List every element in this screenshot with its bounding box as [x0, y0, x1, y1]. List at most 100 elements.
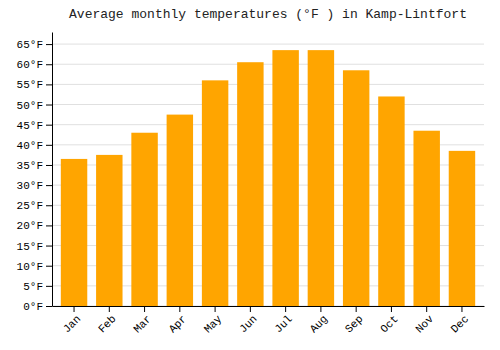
y-tick-mark [46, 246, 52, 247]
y-tick-mark [46, 84, 52, 85]
bar [343, 70, 369, 306]
y-tick: 10°F [17, 261, 52, 273]
x-tick-mark [356, 306, 357, 312]
y-tick: 50°F [17, 100, 52, 112]
x-tick: Aug [308, 306, 330, 335]
y-tick-label: 0°F [23, 301, 43, 313]
bar [272, 50, 298, 306]
x-tick-label: Jun [237, 313, 259, 335]
title: Average monthly temperatures (°F ) in Ka… [69, 7, 467, 22]
x-tick-mark [144, 306, 145, 312]
bar [61, 159, 87, 306]
x-axis: Jan Feb Mar Apr May Jun Jul Aug Sep Oct Nov Dec [53, 306, 485, 335]
y-tick-label: 15°F [17, 241, 43, 253]
x-tick-label: Oct [378, 313, 400, 335]
y-tick: 0°F [23, 301, 52, 313]
x-tick: Feb [96, 306, 118, 335]
y-tick-label: 40°F [17, 140, 43, 152]
x-tick-mark [109, 306, 110, 312]
grid-line [52, 64, 484, 65]
y-tick: 25°F [17, 200, 52, 212]
bar [96, 155, 122, 306]
x-tick-mark [74, 306, 75, 312]
y-tick-label: 20°F [17, 220, 43, 232]
x-tick: Sep [343, 306, 365, 335]
grid-line [52, 44, 484, 45]
x-tick: May [202, 306, 225, 335]
y-tick-label: 5°F [23, 281, 43, 293]
x-tick: Nov [413, 306, 436, 335]
y-tick-label: 60°F [17, 59, 43, 71]
x-tick-label: Sep [343, 313, 365, 335]
grid-line [52, 84, 484, 85]
y-tick-mark [46, 145, 52, 146]
y-axis: 0°F 5°F 10°F 15°F 20°F 25°F 30°F 35°F 40°F 45°F 50… [17, 33, 53, 314]
bar [202, 80, 228, 306]
x-tick-label: Jul [272, 313, 294, 335]
y-tick-mark [46, 225, 52, 226]
y-tick-mark [46, 266, 52, 267]
bar [131, 133, 157, 306]
y-tick-label: 50°F [17, 100, 43, 112]
x-axis-line [53, 306, 485, 307]
y-tick-label: 45°F [17, 120, 43, 132]
x-tick: Mar [131, 306, 153, 335]
bar [167, 115, 193, 306]
y-tick-mark [46, 64, 52, 65]
y-tick-label: 25°F [17, 200, 43, 212]
x-tick-mark [285, 306, 286, 312]
y-tick: 45°F [17, 120, 52, 132]
y-tick-mark [46, 286, 52, 287]
y-tick: 35°F [17, 160, 52, 172]
x-tick: Jan [61, 306, 83, 335]
x-tick: Jul [272, 306, 294, 335]
y-tick-label: 30°F [17, 180, 43, 192]
chart: Average monthly temperatures (°F ) in Ka… [0, 0, 500, 350]
x-tick-mark [426, 306, 427, 312]
y-tick: 30°F [17, 180, 52, 192]
y-tick: 65°F [17, 39, 52, 51]
bar [237, 62, 263, 306]
y-tick-label: 10°F [17, 261, 43, 273]
y-tick: 60°F [17, 59, 52, 71]
bar [308, 50, 334, 306]
x-tick-label: May [202, 313, 225, 336]
y-tick-mark [46, 205, 52, 206]
x-tick: Oct [378, 306, 400, 335]
bars [61, 50, 475, 306]
bar [449, 151, 475, 306]
plot: 0°F 5°F 10°F 15°F 20°F 25°F 30°F 35°F 40°F 45°F 50… [17, 33, 485, 336]
grid-line [52, 104, 484, 105]
y-tick-label: 55°F [17, 79, 43, 91]
y-tick: 15°F [17, 241, 52, 253]
x-tick-label: Jan [61, 313, 83, 335]
x-tick-mark [179, 306, 180, 312]
x-tick-mark [250, 306, 251, 312]
x-tick-mark [461, 306, 462, 312]
bar [413, 131, 439, 306]
y-tick-mark [46, 185, 52, 186]
x-tick-mark [391, 306, 392, 312]
x-tick-label: Dec [449, 313, 471, 335]
x-tick-label: Feb [96, 313, 118, 335]
x-tick-label: Mar [131, 313, 153, 335]
y-tick-mark [46, 306, 52, 307]
x-tick-mark [215, 306, 216, 312]
y-tick-label: 65°F [17, 39, 43, 51]
y-tick-label: 35°F [17, 160, 43, 172]
y-tick: 5°F [23, 281, 52, 293]
x-tick-label: Nov [413, 313, 436, 336]
y-tick-mark [46, 44, 52, 45]
y-tick: 40°F [17, 140, 52, 152]
y-tick-mark [46, 165, 52, 166]
y-tick: 55°F [17, 79, 52, 91]
x-tick: Apr [167, 306, 189, 335]
y-tick-mark [46, 105, 52, 106]
x-tick-label: Apr [167, 313, 189, 335]
grid-line [52, 124, 484, 125]
x-tick: Dec [449, 306, 471, 335]
bar [378, 96, 404, 306]
y-tick: 20°F [17, 220, 52, 232]
y-axis-line [52, 33, 53, 307]
grid [52, 44, 484, 306]
